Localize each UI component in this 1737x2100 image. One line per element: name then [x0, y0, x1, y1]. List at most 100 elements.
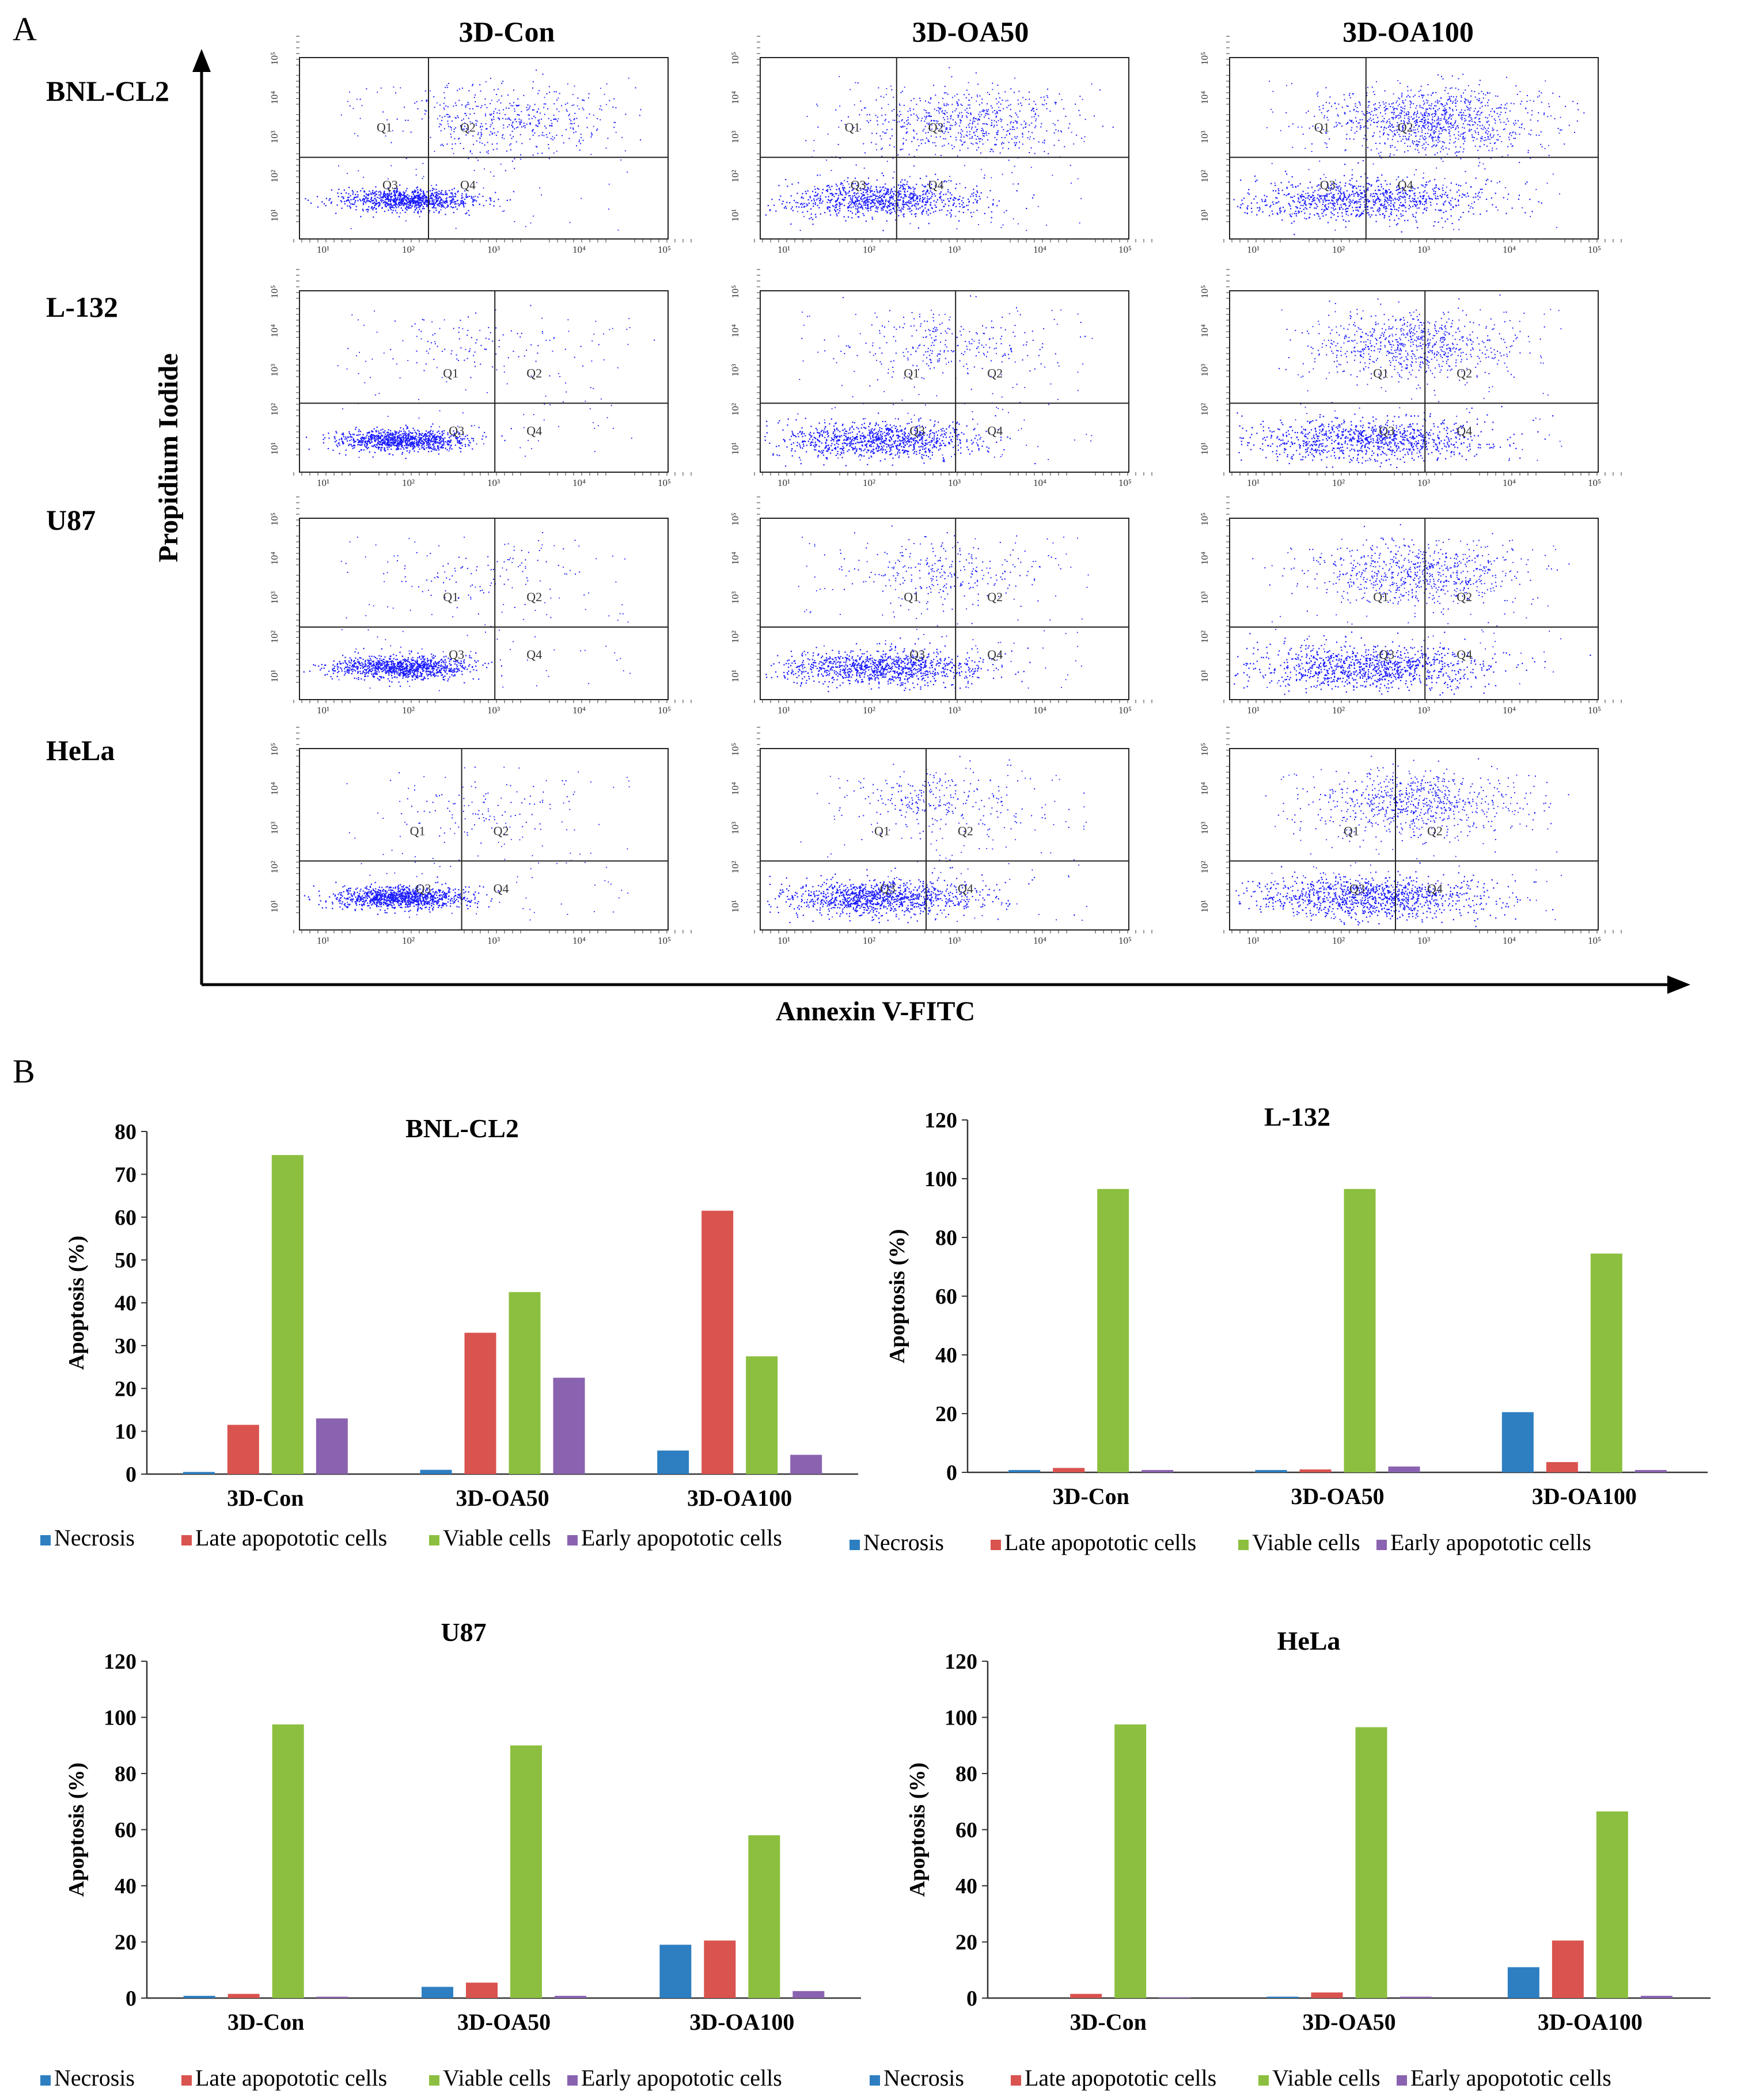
bar-late-apopototic-cells-3d-oa50 [464, 1332, 496, 1474]
bar-chart-l-132: L-132 0 20 40 60 80 100 120 Apoptosis (%) 3D-Con 3… [849, 1102, 1708, 1555]
y-tick-label: 80 [955, 1762, 977, 1786]
legend-swatch [181, 1535, 192, 1545]
y-tick-label: 10² [269, 170, 280, 183]
x-tick-label: 10⁵ [1118, 705, 1132, 716]
y-tick-label: 60 [115, 1206, 136, 1230]
bar-early-apopototic-cells-3d-oa100 [1634, 1469, 1667, 1472]
bar-necrosis-3d-oa50 [422, 1987, 453, 1998]
legend-swatch [429, 1535, 439, 1545]
category-label: 3D-OA50 [1291, 1483, 1384, 1509]
bar-late-apopototic-cells-3d-oa100 [704, 1940, 736, 1998]
y-tick-label: 10⁴ [1199, 552, 1210, 565]
y-tick-label: 10⁴ [269, 324, 280, 337]
y-tick-label: 40 [955, 1874, 977, 1898]
y-tick-label: 10¹ [730, 442, 741, 455]
category-label: 3D-OA50 [456, 1485, 549, 1511]
y-tick-label: 10³ [269, 364, 280, 377]
x-tick-label: 10² [863, 935, 875, 946]
bar-viable-cells-3d-oa100 [1596, 1811, 1628, 1998]
bar-necrosis-3d-oa50 [420, 1469, 452, 1474]
category-label: 3D-Con [227, 1485, 304, 1511]
x-tick-label: 10⁵ [658, 244, 671, 255]
y-tick-label: 10² [1199, 403, 1210, 416]
x-tick-label: 10⁴ [1503, 477, 1516, 488]
legend-label: Viable cells [1272, 2065, 1381, 2091]
y-tick-label: 0 [126, 1987, 136, 2011]
quadrant-label-q1: Q1 [1314, 120, 1330, 134]
bar-necrosis-3d-oa50 [1255, 1469, 1287, 1472]
flow-plot-l-132-1: Q1 Q2 Q3 Q4 10¹ 10² 10³ 10⁴ 10⁵ 10¹ 10² 10³ 10⁴ 10⁵ [269, 269, 692, 488]
y-tick-label: 10² [269, 631, 280, 643]
bar-viable-cells-3d-oa50 [510, 1745, 542, 1998]
flow-plot-hela-1: Q1 Q2 Q3 Q4 10¹ 10² 10³ 10⁴ 10⁵ 10¹ 10² 10³ 10⁴ 10⁵ [269, 727, 692, 946]
x-tick-label: 10¹ [778, 477, 790, 488]
bar-late-apopototic-cells-3d-oa100 [1552, 1940, 1584, 1998]
quadrant-label-q1: Q1 [1373, 590, 1389, 604]
y-tick-label: 10 [115, 1420, 136, 1444]
legend-swatch [849, 1540, 860, 1550]
y-tick-label: 10⁴ [269, 552, 280, 565]
flow-plot-l-132-2: Q1 Q2 Q3 Q4 10¹ 10² 10³ 10⁴ 10⁵ 10¹ 10² 10³ 10⁴ 10⁵ [730, 269, 1152, 488]
y-tick-label: 10² [269, 403, 280, 416]
quadrant-label-q1: Q1 [904, 590, 919, 604]
x-tick-label: 10² [402, 705, 415, 716]
bar-chart-u87: U87 0 20 40 60 80 100 120 Apoptosis (%) 3D-Con 3D-… [40, 1617, 861, 2091]
y-tick-label: 10² [730, 631, 741, 643]
bar-necrosis-3d-oa100 [657, 1450, 689, 1474]
quadrant-label-q2: Q2 [987, 366, 1003, 380]
quadrant-label-q4: Q4 [928, 177, 944, 192]
x-tick-label: 10⁵ [658, 477, 671, 488]
bar-viable-cells-3d-oa100 [746, 1356, 778, 1474]
y-tick-label: 10⁵ [1199, 285, 1210, 298]
quadrant-label-q3: Q3 [1320, 177, 1336, 192]
bar-late-apopototic-cells-3d-oa50 [1311, 1992, 1343, 1998]
y-tick-label: 40 [935, 1343, 957, 1368]
y-tick-label: 80 [115, 1762, 136, 1786]
quadrant-label-q1: Q1 [410, 823, 426, 838]
bar-viable-cells-3d-con [272, 1724, 304, 1998]
quadrant-label-q1: Q1 [874, 823, 890, 838]
y-tick-label: 10³ [1199, 364, 1210, 377]
quadrant-label-q4: Q4 [494, 881, 509, 895]
x-tick-label: 10⁵ [658, 935, 671, 946]
quadrant-label-q4: Q4 [526, 423, 542, 438]
y-tick-label: 60 [955, 1818, 977, 1843]
legend-swatch [567, 2075, 578, 2086]
quadrant-label-q3: Q3 [382, 177, 398, 192]
x-axis-title: Annexin V-FITC [776, 996, 975, 1027]
quadrant-label-q2: Q2 [526, 366, 542, 380]
flow-dots [1237, 294, 1562, 468]
y-tick-label: 120 [104, 1650, 136, 1674]
legend-swatch [1258, 2075, 1269, 2086]
col-title-3: 3D-OA100 [1342, 16, 1474, 48]
y-tick-label: 10⁵ [269, 512, 280, 526]
x-tick-label: 10⁴ [572, 244, 586, 255]
y-tick-label: 80 [935, 1226, 957, 1250]
legend-swatch [991, 1540, 1001, 1550]
x-tick-label: 10⁴ [572, 705, 586, 716]
x-tick-label: 10⁵ [1118, 477, 1132, 488]
x-tick-label: 10² [402, 935, 415, 946]
quadrant-label-q1: Q1 [377, 120, 392, 134]
bar-viable-cells-3d-oa100 [1590, 1254, 1622, 1472]
y-tick-label: 20 [935, 1402, 957, 1426]
x-tick-label: 10¹ [778, 244, 790, 255]
quadrant-label-q3: Q3 [1379, 423, 1394, 438]
y-tick-label: 10⁴ [269, 782, 280, 795]
bar-late-apopototic-cells-3d-con [1070, 1993, 1102, 1998]
row-title-3: U87 [46, 504, 96, 536]
bar-necrosis-3d-con [183, 1472, 215, 1474]
bar-chart-bnl-cl2: BNL-CL2 0 10 20 30 40 50 60 70 80 Apoptosis (%) 3D-… [40, 1114, 858, 1551]
x-tick-label: 10² [1332, 935, 1345, 946]
flow-dots [765, 67, 1114, 231]
x-tick-label: 10² [1332, 477, 1345, 488]
y-tick-label: 40 [115, 1292, 136, 1316]
x-tick-label: 10² [402, 244, 415, 255]
y-axis-label: Apoptosis (%) [885, 1229, 909, 1363]
bar-early-apopototic-cells-3d-con [1141, 1469, 1174, 1472]
y-tick-label: 10¹ [730, 670, 741, 682]
y-tick-label: 10¹ [1199, 442, 1210, 455]
y-tick-label: 10³ [730, 822, 741, 834]
y-tick-label: 10¹ [269, 900, 280, 913]
flow-plot-u87-3: Q1 Q2 Q3 Q4 10¹ 10² 10³ 10⁴ 10⁵ 10¹ 10² 10³ 10⁴ 10⁵ [1199, 496, 1622, 716]
